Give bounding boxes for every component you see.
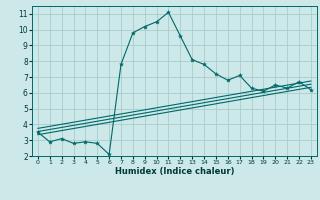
X-axis label: Humidex (Indice chaleur): Humidex (Indice chaleur) — [115, 167, 234, 176]
